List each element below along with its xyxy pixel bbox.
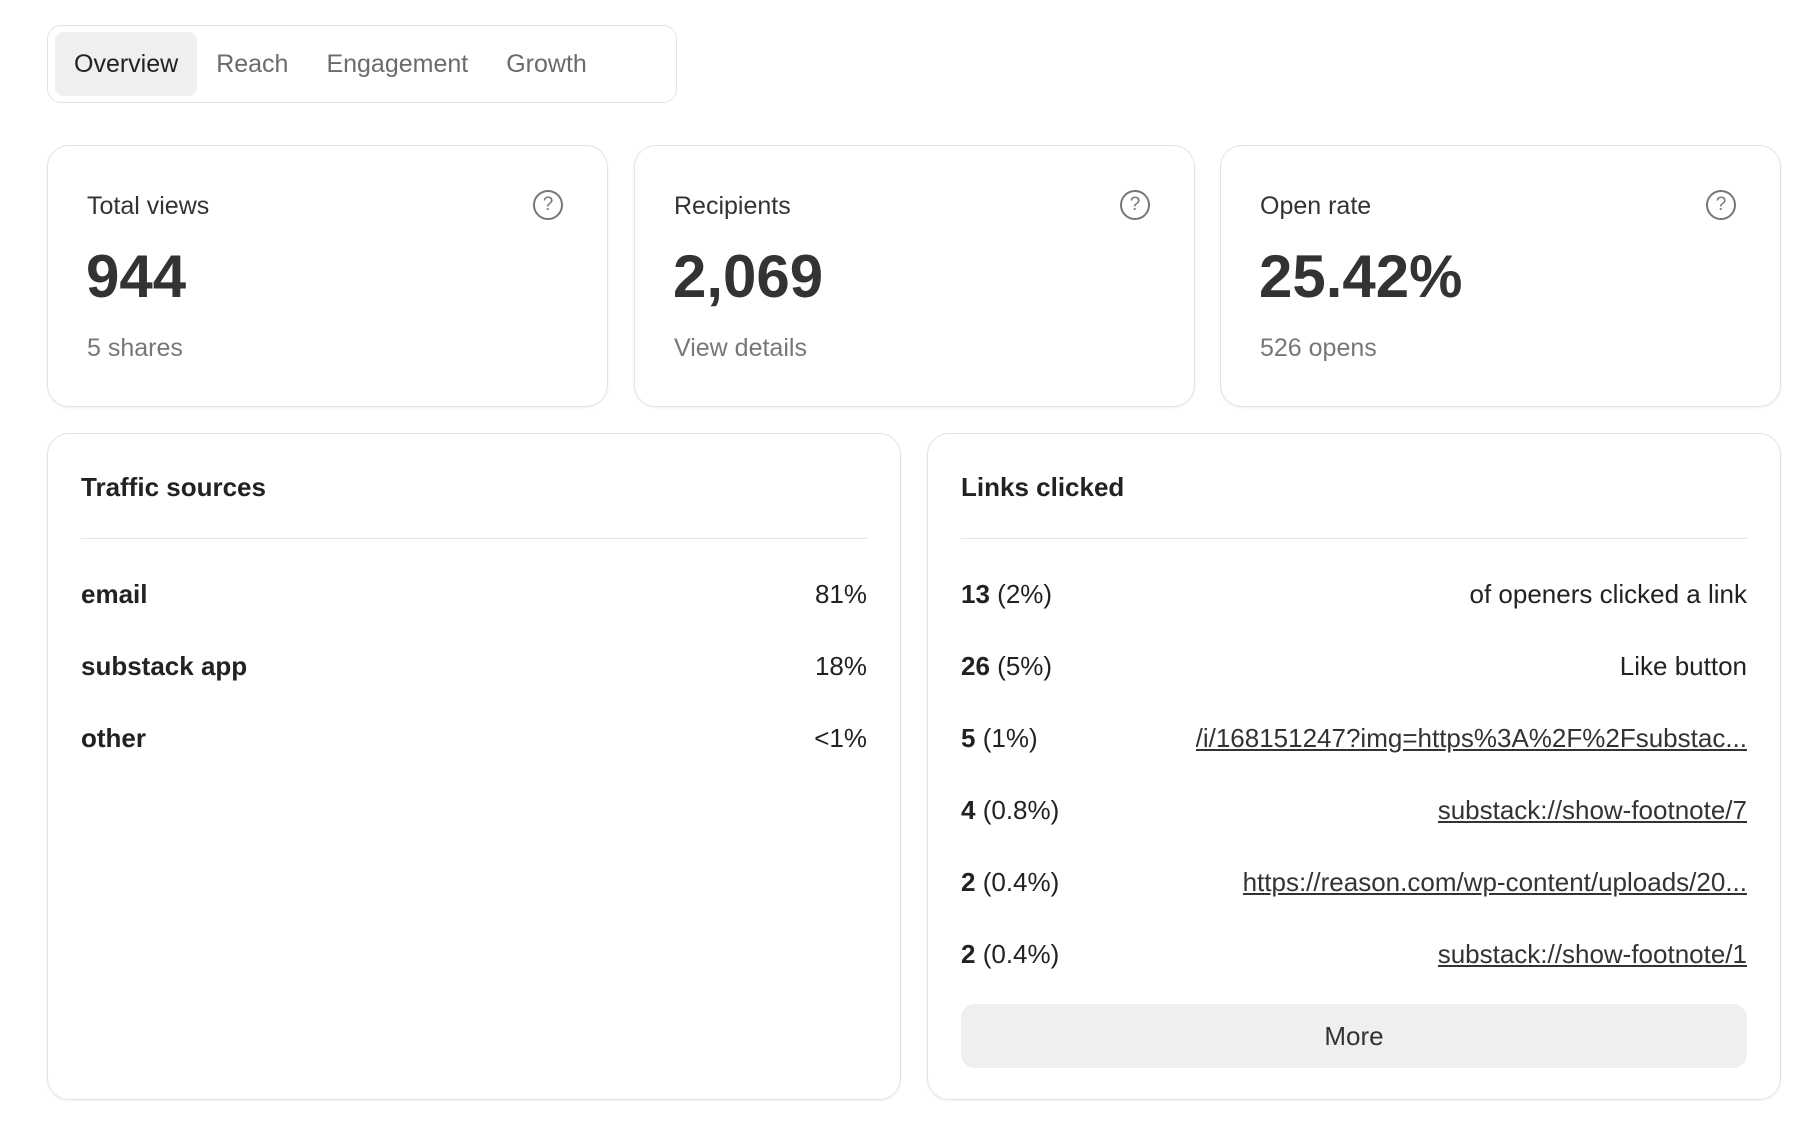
click-pct: (2%) — [997, 578, 1053, 609]
panel-title: Links clicked — [961, 472, 1125, 502]
tab-reach[interactable]: Reach — [216, 50, 289, 78]
click-count: 2 — [961, 866, 976, 897]
card-label: Recipients — [674, 192, 791, 220]
recipients-card: Recipients ? 2,069 View details — [634, 145, 1195, 407]
click-pct: (5%) — [997, 650, 1053, 681]
links-clicked-panel: Links clicked 13 (2%) of openers clicked … — [927, 433, 1781, 1100]
list-item: 2 (0.4%) substack://show-footnote/1 — [961, 934, 1747, 974]
link-url[interactable]: substack://show-footnote/1 — [1437, 938, 1747, 969]
source-name: substack app — [81, 650, 248, 681]
card-value: 2,069 — [673, 243, 824, 310]
card-value: 25.42% — [1259, 243, 1463, 310]
view-details-link[interactable]: View details — [674, 334, 807, 362]
source-value: 18% — [814, 650, 867, 681]
help-icon[interactable]: ? — [533, 190, 563, 220]
source-value: 81% — [814, 578, 867, 609]
tab-overview[interactable]: Overview — [55, 32, 198, 96]
source-name: other — [81, 722, 146, 753]
tab-growth[interactable]: Growth — [506, 50, 587, 78]
click-count: 26 — [961, 650, 990, 681]
list-item: other <1% — [81, 718, 867, 758]
open-rate-card: Open rate ? 25.42% 526 opens — [1220, 145, 1781, 407]
list-item: 13 (2%) of openers clicked a link — [961, 574, 1747, 614]
more-button[interactable]: More — [961, 1004, 1747, 1068]
click-count: 4 — [961, 794, 976, 825]
click-pct: (0.4%) — [982, 866, 1060, 897]
click-pct: (0.4%) — [982, 938, 1060, 969]
card-value: 944 — [86, 243, 187, 310]
list-item: 4 (0.8%) substack://show-footnote/7 — [961, 790, 1747, 830]
divider — [81, 538, 867, 539]
card-subtext: 5 shares — [87, 334, 183, 362]
help-icon[interactable]: ? — [1120, 190, 1150, 220]
panel-title: Traffic sources — [81, 472, 266, 502]
list-item: 26 (5%) Like button — [961, 646, 1747, 686]
source-name: email — [81, 578, 148, 609]
card-label: Total views — [87, 192, 210, 220]
list-item: substack app 18% — [81, 646, 867, 686]
divider — [961, 538, 1747, 539]
click-count: 5 — [961, 722, 976, 753]
link-url[interactable]: /i/168151247?img=https%3A%2F%2Fsubstac..… — [1195, 722, 1747, 753]
link-url[interactable]: substack://show-footnote/7 — [1437, 794, 1747, 825]
tab-engagement[interactable]: Engagement — [326, 50, 469, 78]
link-label: Like button — [1619, 650, 1747, 681]
card-label: Open rate — [1260, 192, 1372, 220]
click-count: 2 — [961, 938, 976, 969]
click-pct: (1%) — [982, 722, 1038, 753]
click-pct: (0.8%) — [982, 794, 1060, 825]
link-url[interactable]: https://reason.com/wp-content/uploads/20… — [1242, 866, 1747, 897]
traffic-sources-panel: Traffic sources email 81% substack app 18%… — [47, 433, 901, 1100]
tab-bar: Overview Reach Engagement Growth — [47, 25, 677, 103]
list-item: 2 (0.4%) https://reason.com/wp-content/up… — [961, 862, 1747, 902]
total-views-card: Total views ? 944 5 shares — [47, 145, 608, 407]
click-count: 13 — [961, 578, 990, 609]
list-item: 5 (1%) /i/168151247?img=https%3A%2F%2Fsub… — [961, 718, 1747, 758]
card-subtext: 526 opens — [1260, 334, 1377, 362]
link-label: of openers clicked a link — [1469, 578, 1747, 609]
help-icon[interactable]: ? — [1706, 190, 1736, 220]
list-item: email 81% — [81, 574, 867, 614]
source-value: <1% — [814, 722, 867, 753]
